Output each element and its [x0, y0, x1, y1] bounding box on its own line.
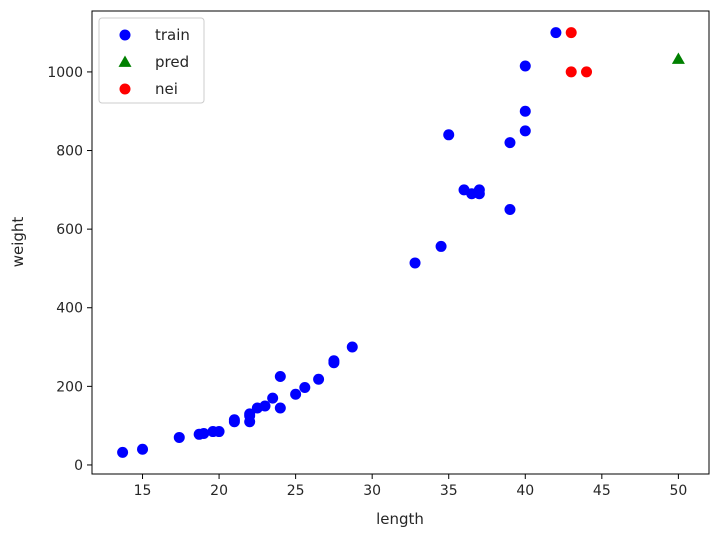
- y-tick-label: 1000: [47, 65, 83, 81]
- train-point: [274, 402, 286, 414]
- train-point: [117, 446, 129, 458]
- x-tick-label: 15: [134, 483, 152, 499]
- train-point: [213, 426, 225, 438]
- y-tick-label: 0: [74, 458, 83, 474]
- y-tick-label: 800: [56, 144, 83, 160]
- train-point: [435, 240, 447, 252]
- x-tick-label: 35: [440, 483, 458, 499]
- train-point: [267, 392, 279, 404]
- train-point: [519, 125, 531, 137]
- y-tick-label: 200: [56, 379, 83, 395]
- train-point: [228, 414, 240, 426]
- nei-point: [581, 66, 593, 78]
- x-tick-label: 40: [516, 483, 534, 499]
- x-tick-label: 20: [210, 483, 228, 499]
- nei-point: [565, 66, 577, 78]
- train-point: [299, 382, 311, 394]
- train-point: [504, 137, 516, 149]
- x-tick-label: 25: [287, 483, 305, 499]
- data-points: [117, 27, 685, 458]
- x-axis-label: length: [376, 510, 424, 528]
- train-point: [137, 443, 149, 455]
- legend-nei-label: nei: [155, 80, 178, 98]
- legend-pred-label: pred: [155, 53, 189, 71]
- train-point: [504, 203, 516, 215]
- legend: train pred nei: [98, 17, 205, 104]
- train-point: [244, 408, 256, 420]
- legend-train-marker: [119, 29, 131, 41]
- train-point: [519, 105, 531, 117]
- train-point: [473, 184, 485, 196]
- train-point: [443, 129, 455, 141]
- train-point: [198, 428, 210, 440]
- train-point: [274, 371, 286, 383]
- train-point: [550, 27, 562, 39]
- train-point: [519, 60, 531, 72]
- train-point: [346, 341, 358, 353]
- train-point: [328, 355, 340, 367]
- legend-train-label: train: [155, 26, 190, 44]
- y-tick-label: 600: [56, 222, 83, 238]
- y-tick-label: 400: [56, 301, 83, 317]
- x-tick-label: 50: [669, 483, 687, 499]
- legend-nei-marker: [119, 83, 131, 95]
- axis-ticks: 15 20 25 30 35 40 45 50 0 200 400 600 800 1000: [47, 65, 687, 499]
- train-point: [290, 388, 302, 400]
- train-point: [173, 431, 185, 443]
- y-axis-label: weight: [9, 217, 27, 268]
- train-point: [409, 257, 421, 269]
- nei-point: [565, 27, 577, 39]
- x-tick-label: 30: [363, 483, 381, 499]
- train-point: [313, 373, 325, 385]
- legend-pred-marker: [118, 55, 132, 67]
- x-tick-label: 45: [593, 483, 611, 499]
- train-point: [259, 400, 271, 412]
- pred-point: [671, 52, 685, 64]
